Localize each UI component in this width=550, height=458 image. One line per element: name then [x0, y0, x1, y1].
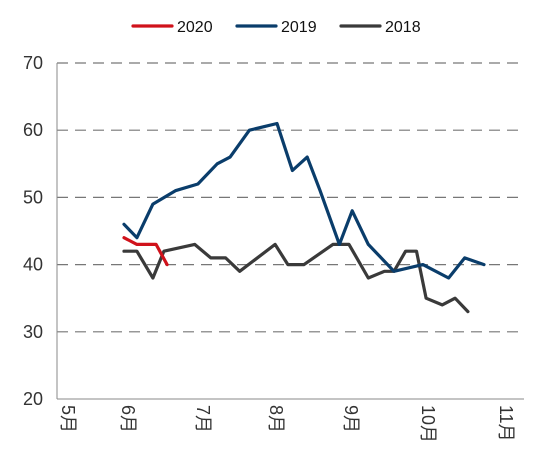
y-axis-ticks: 20 30 40 50 60 70 — [23, 53, 43, 409]
legend: 2020 2019 2018 — [131, 19, 421, 36]
series-lines — [122, 121, 486, 314]
y-tick-label-50: 50 — [23, 187, 43, 207]
x-axis-ticks: 5月 6月 7月 8月 9月 10月 11月 — [58, 405, 516, 443]
y-tick-label-40: 40 — [23, 255, 43, 275]
x-tick-label-8: 8月 — [266, 405, 286, 433]
axes — [56, 63, 524, 400]
gridlines — [57, 62, 524, 333]
x-tick-label-10: 10月 — [418, 405, 438, 443]
x-tick-label-11: 11月 — [496, 405, 516, 442]
y-tick-label-70: 70 — [23, 53, 43, 73]
y-tick-label-60: 60 — [23, 120, 43, 140]
legend-label-2020: 2020 — [177, 19, 213, 36]
y-tick-label-20: 20 — [23, 389, 43, 409]
y-tick-label-30: 30 — [23, 322, 43, 342]
legend-label-2019: 2019 — [281, 19, 317, 36]
legend-label-2018: 2018 — [385, 19, 421, 36]
x-tick-label-9: 9月 — [341, 405, 361, 433]
x-tick-label-5: 5月 — [58, 405, 78, 433]
series-line-2020 — [122, 236, 169, 267]
series-line-2018 — [122, 242, 470, 314]
series-line-2019 — [122, 121, 486, 280]
x-tick-label-7: 7月 — [193, 405, 213, 433]
x-tick-label-6: 6月 — [118, 405, 138, 433]
